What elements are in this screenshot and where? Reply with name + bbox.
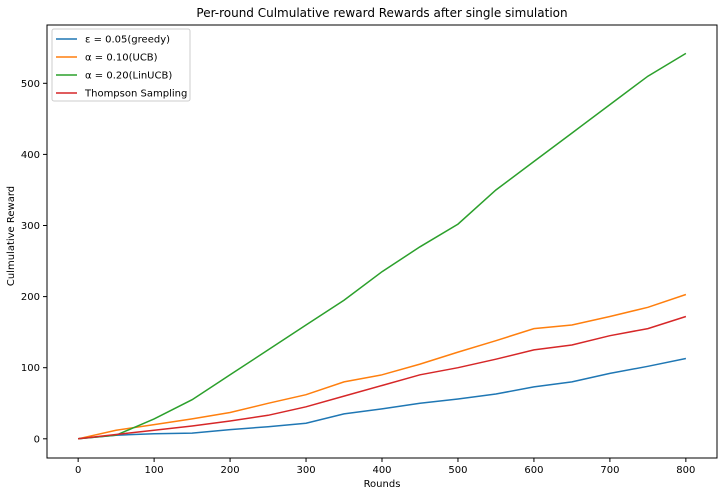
series-line-0 [78, 357, 687, 440]
series-line-3 [78, 315, 687, 440]
x-tick-label: 300 [296, 465, 315, 476]
y-axis-label: Culmulative Reward [6, 186, 17, 286]
y-tick-label: 400 [21, 150, 40, 161]
x-tick-label: 400 [372, 465, 391, 476]
y-tick-label: 200 [21, 292, 40, 303]
legend-box [51, 28, 191, 102]
y-tick-label: 300 [21, 221, 40, 232]
x-tick-label: 100 [145, 465, 164, 476]
y-tick-label: 0 [34, 434, 40, 445]
y-tick-label: 100 [21, 363, 40, 374]
legend-entry: α = 0.10(UCB) [85, 53, 158, 64]
x-tick-label: 700 [600, 465, 619, 476]
x-tick-label: 500 [448, 465, 467, 476]
legend-entry: ε = 0.05(greedy) [85, 35, 170, 46]
chart-title: Per-round Culmulative reward Rewards aft… [196, 6, 567, 20]
legend-entry: Thompson Sampling [84, 89, 187, 100]
x-tick-label: 800 [676, 465, 695, 476]
series-line-1 [77, 293, 687, 440]
legend: ε = 0.05(greedy) α = 0.10(UCB) α = 0.20(Li… [51, 28, 191, 102]
x-tick-label: 600 [524, 465, 543, 476]
x-axis-label: Rounds [364, 479, 401, 490]
y-tick-label: 500 [21, 79, 40, 90]
series-line-2 [78, 52, 687, 440]
plot-frame [46, 24, 718, 459]
x-tick-label: 0 [75, 465, 81, 476]
legend-entry: α = 0.20(LinUCB) [85, 71, 172, 82]
x-tick-label: 200 [221, 465, 240, 476]
